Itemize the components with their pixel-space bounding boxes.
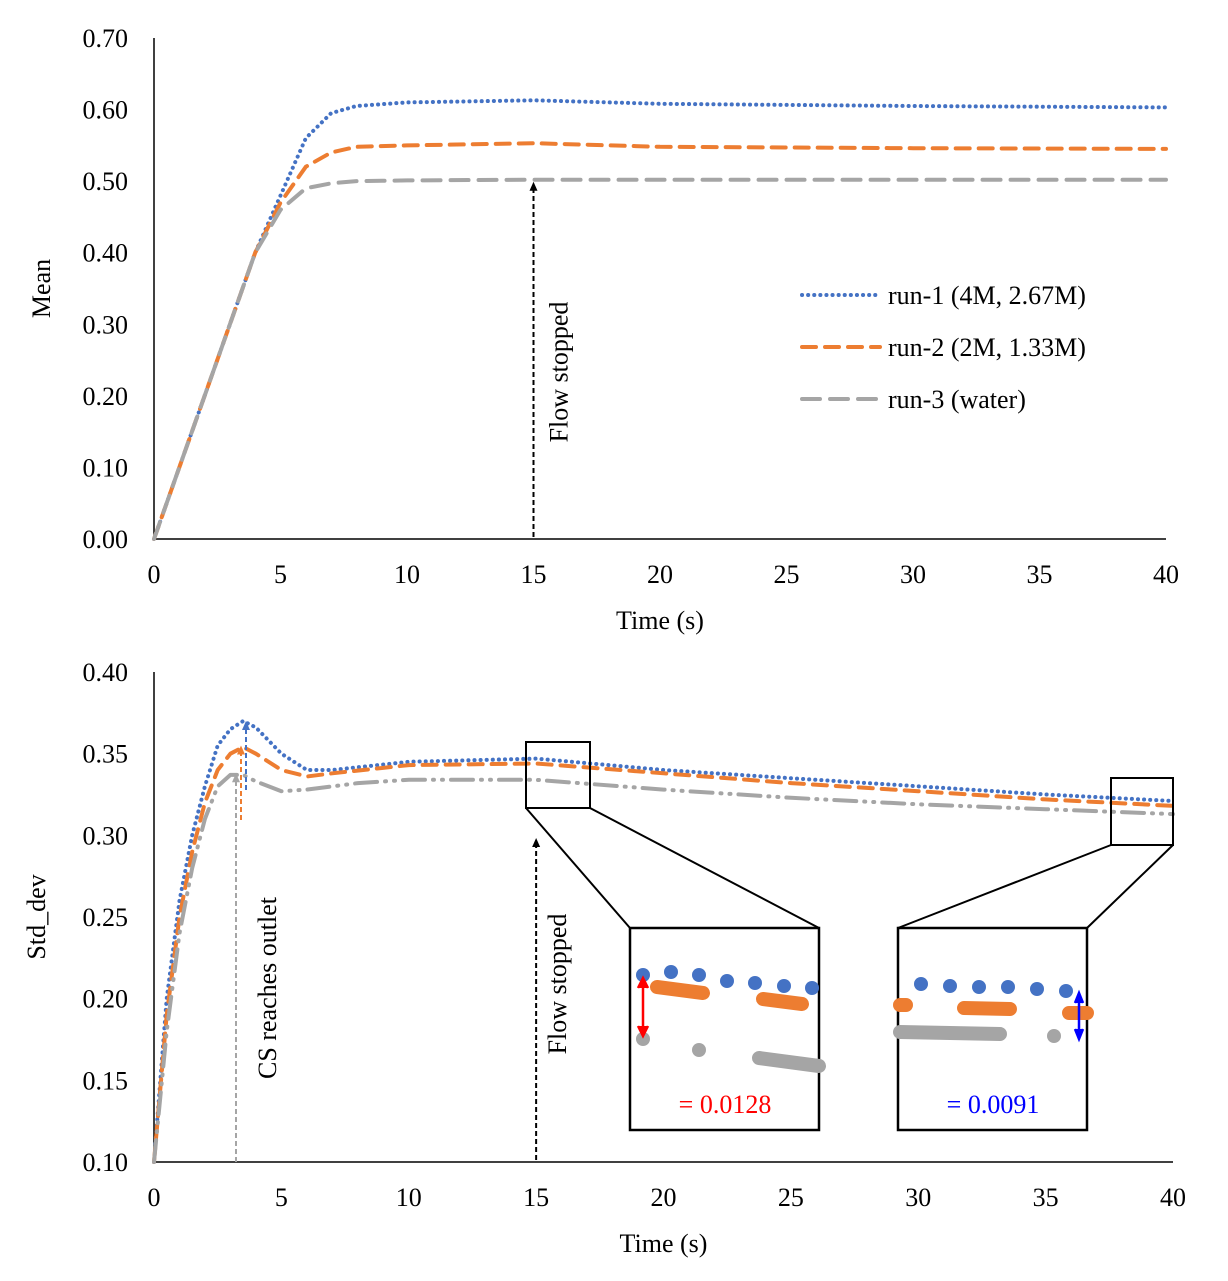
x-tick-label: 20 — [651, 1183, 677, 1212]
x-tick-label: 10 — [396, 1183, 422, 1212]
series-line-run-2 — [152, 745, 1175, 1164]
x-tick-label: 30 — [905, 1183, 931, 1212]
legend-label-run-1: run-1 (4M, 2.67M) — [888, 281, 1086, 310]
inset-dot-run-1 — [805, 981, 819, 995]
inset-dash-run-2 — [650, 980, 809, 1011]
x-tick-label: 10 — [394, 560, 420, 589]
zoom-connector-2 — [897, 844, 1174, 929]
zoom-box-1 — [525, 741, 591, 809]
inset-dot-run-3 — [636, 1032, 650, 1046]
series-line-run-1 — [152, 719, 1175, 1164]
y-tick-label: 0.15 — [83, 1066, 129, 1095]
inset-label: = 0.0091 — [947, 1090, 1040, 1119]
x-axis-label: Time (s) — [620, 1229, 708, 1258]
inset-dot-run-1 — [943, 979, 957, 993]
y-tick-label: 0.40 — [83, 658, 129, 687]
y-tick-label: 0.50 — [83, 167, 129, 196]
cs-gray-arrow-head — [232, 773, 240, 783]
inset-dot-run-1 — [664, 965, 678, 979]
x-tick-label: 15 — [521, 560, 547, 589]
flow-stopped-label: Flow stopped — [545, 302, 574, 443]
plot-1: 0 5 10 15 20 25 30 35 40 0.00 0.10 0.20 0.30 0.40 0.50… — [27, 24, 1179, 635]
y-axis-label: Mean — [27, 259, 56, 318]
zoom-connector-1 — [525, 807, 820, 929]
inset-dot-run-1 — [914, 977, 928, 991]
cs-reaches-outlet-label: CS reaches outlet — [253, 896, 282, 1079]
inset-dot-run-1 — [748, 976, 762, 990]
x-tick-label: 25 — [774, 560, 800, 589]
y-axis-label: Std_dev — [22, 874, 51, 959]
inset-dot-run-1 — [692, 968, 706, 982]
y-tick-label: 0.60 — [83, 96, 129, 125]
inset-difference-arrow-red — [636, 975, 650, 1039]
x-axis-label: Time (s) — [616, 606, 704, 635]
x-tick-label: 35 — [1027, 560, 1053, 589]
zoom-box-2 — [1110, 777, 1174, 846]
plot-2: 0 5 10 15 20 25 30 35 40 0.10 0.15 0.20 0.25 0.30 0.35… — [22, 658, 1186, 1258]
inset-dot-run-1 — [1001, 980, 1015, 994]
x-tick-label: 30 — [900, 560, 926, 589]
inset-dot-run-1 — [720, 974, 734, 988]
y-tick-label: 0.40 — [83, 239, 129, 268]
inset-dash-run-3 — [893, 1025, 1007, 1041]
inset-dot-run-1 — [1030, 982, 1044, 996]
y-tick-label: 0.20 — [83, 985, 129, 1014]
y-tick-label: 0.00 — [83, 525, 129, 554]
y-tick-label: 0.70 — [83, 24, 129, 53]
x-tick-label: 35 — [1033, 1183, 1059, 1212]
flow-stopped-arrow-head — [529, 181, 538, 191]
y-tick-label: 0.35 — [83, 740, 129, 769]
y-tick-label: 0.10 — [83, 453, 129, 482]
x-tick-label: 5 — [274, 560, 287, 589]
series-line-run-2 — [152, 141, 1168, 541]
y-tick-label: 0.30 — [83, 310, 129, 339]
series-line-run-3 — [152, 772, 1175, 1164]
cs-blue-arrow-head — [242, 721, 250, 730]
series-line-run-3 — [152, 177, 1168, 541]
inset-dot-run-3 — [692, 1043, 706, 1057]
flow-stopped-arrow-head — [532, 838, 541, 847]
inset-dot-run-1 — [777, 979, 791, 993]
inset-dash-run-3 — [752, 1051, 826, 1073]
inset-dot-run-1 — [636, 968, 650, 982]
y-tick-label: 0.10 — [83, 1148, 129, 1177]
x-tick-label: 0 — [148, 1183, 161, 1212]
inset-label: = 0.0128 — [679, 1090, 772, 1119]
y-tick-label: 0.30 — [83, 821, 129, 850]
x-tick-label: 25 — [778, 1183, 804, 1212]
inset-dot-run-3 — [1047, 1029, 1061, 1043]
inset-difference-arrow-blue — [1073, 989, 1085, 1043]
x-tick-label: 15 — [523, 1183, 549, 1212]
x-tick-label: 20 — [647, 560, 673, 589]
y-tick-label: 0.25 — [83, 903, 129, 932]
x-tick-label: 0 — [148, 560, 161, 589]
cs-orange-arrow-head — [237, 745, 245, 755]
x-tick-label: 40 — [1153, 560, 1179, 589]
x-tick-label: 40 — [1160, 1183, 1186, 1212]
x-tick-label: 5 — [275, 1183, 288, 1212]
legend-label-run-2: run-2 (2M, 1.33M) — [888, 333, 1086, 362]
inset-dot-run-1 — [1059, 984, 1073, 998]
legend-label-run-3: run-3 (water) — [888, 385, 1026, 414]
inset-1: = 0.0128 — [628, 926, 821, 1132]
inset-frame — [628, 926, 821, 1132]
inset-dot-run-1 — [972, 980, 986, 994]
flow-stopped-label: Flow stopped — [543, 914, 572, 1055]
y-tick-label: 0.20 — [83, 382, 129, 411]
